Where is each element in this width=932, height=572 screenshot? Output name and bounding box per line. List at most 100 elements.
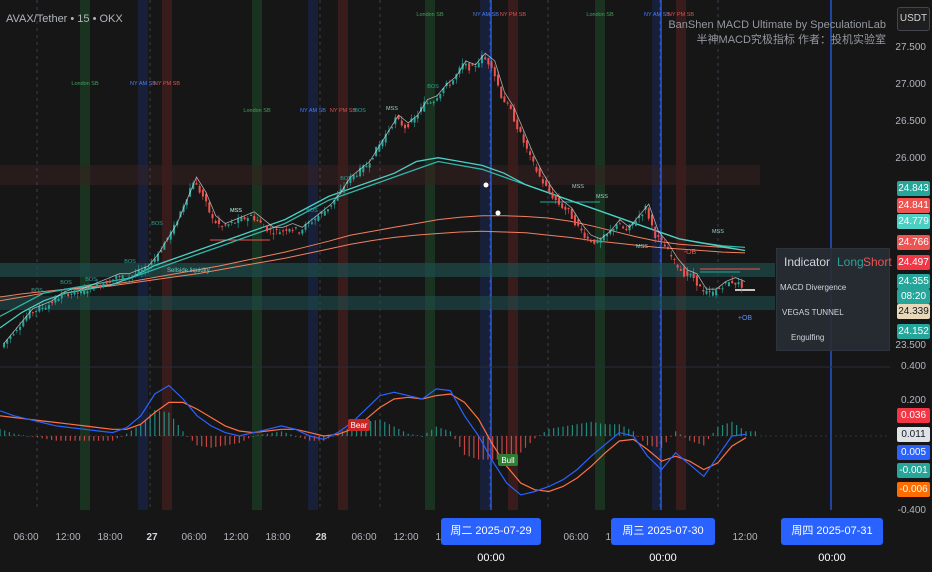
date-highlight-thu: 周四 2025-07-31 00:00: [781, 518, 883, 564]
candle-body: [535, 167, 538, 172]
macd-histogram-bar: [187, 436, 189, 437]
macd-histogram-bar: [79, 436, 81, 441]
candle-body: [423, 101, 426, 112]
macd-histogram-bar: [51, 436, 53, 440]
order-block-plus: +OB: [738, 315, 753, 322]
candle-body: [567, 207, 570, 210]
candle-body: [310, 222, 313, 224]
candle-body: [352, 174, 355, 180]
candle-body: [695, 275, 698, 286]
macd-histogram-bar: [477, 436, 480, 460]
candle-body: [436, 98, 439, 101]
candle-body: [294, 227, 297, 229]
macd-histogram-bar: [97, 436, 100, 441]
candle-body: [471, 64, 474, 66]
macd-histogram-bar: [670, 436, 672, 437]
macd-histogram-bar: [614, 424, 616, 436]
macd-histogram-bar: [0, 428, 1, 436]
macd-signal-line: [0, 393, 747, 493]
session-band: [252, 0, 262, 510]
macd-histogram-bar: [130, 430, 132, 436]
macd-histogram-bar: [88, 436, 90, 441]
candle-body: [86, 291, 89, 294]
candle-body: [73, 290, 76, 295]
signal-dot: [495, 210, 501, 216]
macd-histogram-bar: [421, 436, 423, 437]
candle-body: [384, 134, 387, 143]
macd-histogram-bar: [553, 428, 555, 436]
session-band: [652, 0, 662, 510]
macd-histogram-bar: [341, 431, 344, 436]
candle-body: [506, 102, 509, 104]
candle-body: [15, 330, 18, 332]
macd-histogram-bar: [238, 436, 240, 444]
candle-body: [484, 57, 487, 60]
candle-body: [513, 108, 516, 122]
candle-body: [134, 273, 137, 275]
candle-body: [179, 211, 182, 218]
candle-body: [240, 217, 243, 222]
structure-label: BOS: [427, 84, 439, 90]
candle-body: [105, 280, 108, 284]
price-label: 24.766: [897, 235, 930, 250]
macd-histogram-bar: [599, 423, 602, 436]
candle-body: [439, 94, 442, 99]
macd-histogram-bar: [257, 435, 259, 437]
candle-body: [243, 217, 246, 220]
panel-row-macd-divergence: MACD Divergence: [780, 283, 847, 292]
macd-histogram-bar: [707, 436, 710, 440]
price-label: 08:20: [897, 289, 930, 304]
macd-histogram-bar: [468, 436, 470, 457]
candle-body: [650, 214, 653, 226]
panel-row-vegas-tunnel: VEGAS TUNNEL: [782, 308, 844, 317]
candle-body: [89, 285, 92, 289]
candle-body: [557, 197, 560, 205]
candle-body: [705, 290, 708, 295]
structure-label: BOS: [124, 259, 136, 265]
candle-body: [92, 289, 95, 291]
candle-body: [153, 258, 156, 263]
macd-histogram-bar: [750, 431, 752, 436]
candle-body: [266, 225, 269, 232]
candle-body: [593, 239, 596, 244]
sellside-label: Sellside liquidity: [167, 268, 210, 274]
structure-label: BOS: [306, 208, 318, 214]
price-tick: 26.000: [895, 153, 926, 164]
macd-histogram-bar: [294, 436, 297, 437]
candle-body: [391, 127, 394, 129]
candle-body: [670, 254, 673, 257]
candle-body: [3, 343, 5, 348]
session-label: London SB: [71, 81, 99, 87]
currency-button[interactable]: USDT: [897, 7, 930, 31]
candle-body: [622, 226, 625, 229]
macd-histogram-bar: [571, 425, 574, 436]
candle-body: [448, 84, 451, 86]
annotations: BOS BOS BOS BOS BOS MSS BOS BOS BOS MSS BOS MSS MSS M…: [31, 84, 752, 322]
macd-histogram-bar: [215, 436, 217, 447]
macd-histogram-bar: [46, 436, 48, 440]
vegas-orange-fast: [0, 215, 746, 302]
macd-histogram-bar: [482, 436, 484, 460]
candle-body: [169, 231, 172, 240]
candle-body: [339, 189, 342, 194]
candle-body: [253, 215, 256, 221]
candle-body: [307, 222, 310, 224]
session-band: [138, 0, 148, 510]
macd-histogram-bar: [229, 436, 231, 445]
macd-histogram-bar: [651, 436, 653, 447]
time-tick: 12:00: [393, 532, 418, 543]
macd-histogram-bar: [524, 436, 527, 448]
candle-body: [211, 214, 214, 219]
candle-body: [9, 336, 12, 339]
macd-histogram-bar: [595, 422, 597, 436]
macd-histogram-bar: [407, 433, 409, 436]
candle-body: [573, 215, 576, 226]
structure-label: MSS: [386, 106, 398, 112]
bull-badge: [498, 454, 518, 466]
candle-body: [99, 285, 102, 287]
candle-body: [561, 203, 564, 209]
structure-label: BOS: [85, 277, 97, 283]
macd-value-label: 0.011: [897, 427, 930, 442]
